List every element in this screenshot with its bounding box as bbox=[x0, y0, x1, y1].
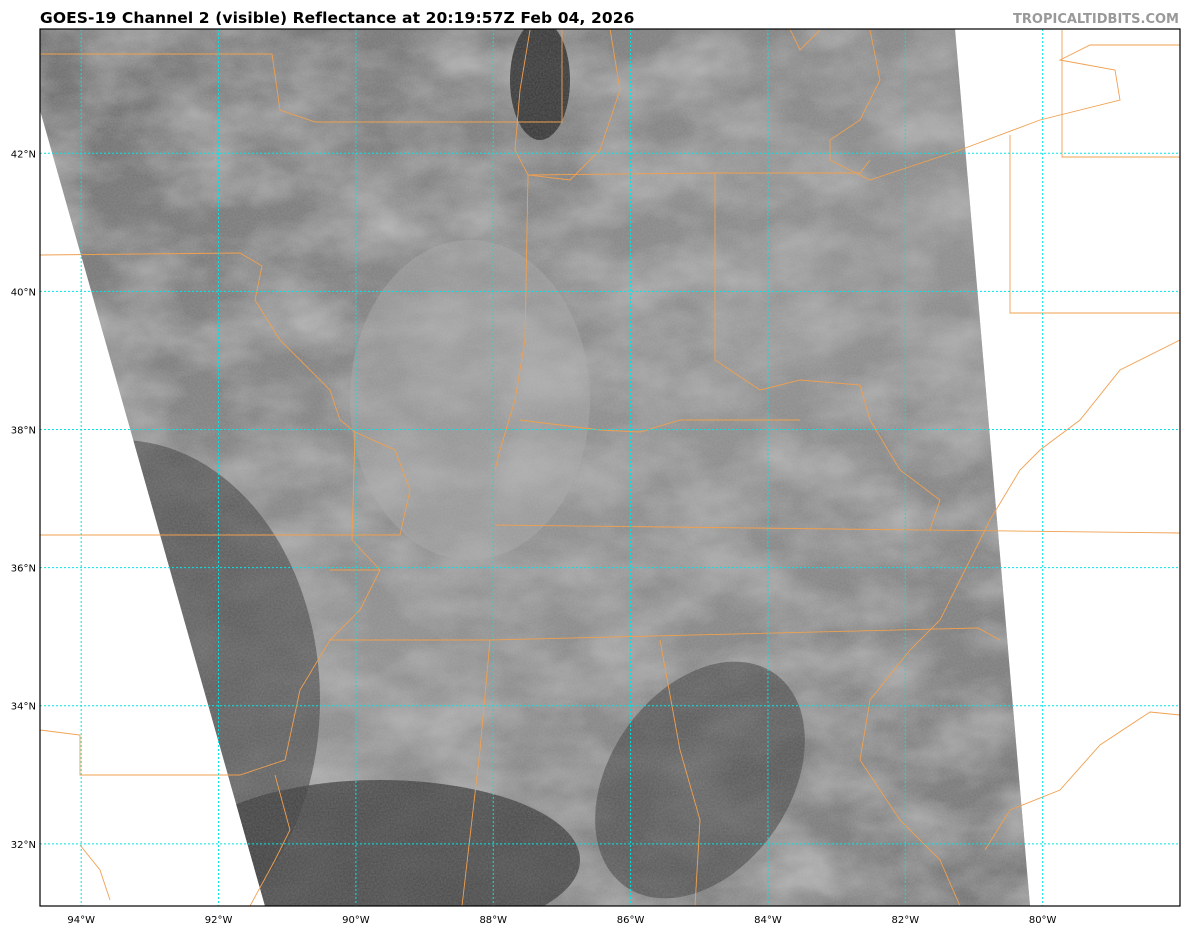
credit-watermark: TROPICALTIDBITS.COM bbox=[1013, 12, 1179, 27]
latitude-tick-label: 40°N bbox=[11, 287, 36, 298]
longitude-tick-label: 92°W bbox=[205, 915, 233, 926]
longitude-tick-label: 80°W bbox=[1029, 915, 1057, 926]
latitude-tick-label: 34°N bbox=[11, 702, 36, 713]
state-boundaries bbox=[40, 29, 1180, 906]
latitude-tick-label: 36°N bbox=[11, 564, 36, 575]
longitude-tick-label: 82°W bbox=[891, 915, 919, 926]
latitude-tick-label: 38°N bbox=[11, 426, 36, 437]
longitude-tick-label: 84°W bbox=[754, 915, 782, 926]
longitude-tick-label: 94°W bbox=[67, 915, 95, 926]
map-title: GOES-19 Channel 2 (visible) Reflectance … bbox=[40, 9, 635, 27]
satellite-imagery bbox=[40, 29, 1030, 906]
latitude-tick-label: 42°N bbox=[11, 149, 36, 160]
latitude-tick-label: 32°N bbox=[11, 840, 36, 851]
longitude-tick-label: 88°W bbox=[479, 915, 507, 926]
longitude-tick-label: 86°W bbox=[617, 915, 645, 926]
longitude-tick-label: 90°W bbox=[342, 915, 370, 926]
graticule bbox=[40, 29, 1180, 906]
plot-frame bbox=[39, 28, 1181, 907]
